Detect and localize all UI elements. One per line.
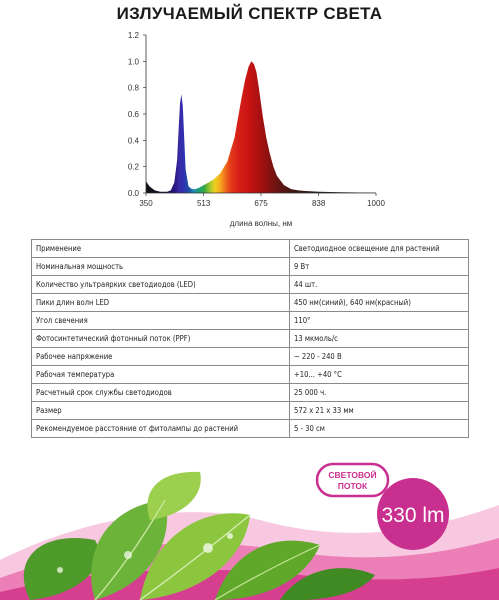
spec-label: Количество ультраярких светодиодов (LED) [31,275,290,294]
spec-label: Пики длин волн LED [31,293,290,312]
table-row: Фотосинтетический фотонный поток (PPF) 13… [31,329,469,348]
water-drop [124,551,132,559]
spec-value: 450 нм(синий), 640 нм(красный) [289,293,469,312]
badge-value: 330 lm [381,504,444,527]
y-tick-label: 1.0 [128,57,140,66]
specs-table: Применение Светодиодное освещение для рас… [31,239,469,438]
table-row: Размер 572 x 21 x 33 мм [31,401,469,420]
table-row: Пики длин волн LED 450 нм(синий), 640 нм(… [31,293,469,312]
y-tick-label: 0.2 [128,163,140,172]
y-tick-label: 0.6 [128,110,140,119]
y-tick-label: 0.8 [128,84,140,93]
y-tick-label: 0.0 [128,189,140,198]
water-drop [57,567,63,573]
spec-value: 25 000 ч. [289,383,469,402]
spectrum-chart: 0.0 0.2 0.4 0.6 0.8 1.0 1.2 350 513 675 838 1000 д… [128,31,386,228]
badge-label-line2: ПОТОК [338,481,368,491]
spec-value: 572 x 21 x 33 мм [289,401,469,420]
x-tick-label: 1000 [367,199,385,208]
leaf-icon [91,500,168,600]
x-tick-label: 838 [312,199,326,208]
page-title: ИЗЛУЧАЕМЫЙ СПЕКТР СВЕТА [116,4,383,23]
x-tick-label: 350 [139,199,153,208]
spectrum-area [146,61,376,193]
table-row: Расчетный срок службы светодиодов 25 000 … [31,383,469,402]
table-row: Рабочая температура +10... +40 °С [31,365,469,384]
water-drop [203,543,213,553]
table-row: Номинальная мощность 9 Вт [31,257,469,276]
table-row: Количество ультраярких светодиодов (LED)… [31,275,469,294]
leaf-icon [140,513,250,600]
spec-value: 44 шт. [289,275,469,294]
x-axis-label: длина волны, нм [230,219,293,228]
spec-label: Номинальная мощность [31,257,290,276]
table-row: Рекомендуемое расстояние от фитолампы до… [31,419,469,438]
spec-label: Применение [31,239,290,258]
spec-label: Рабочее напряжение [31,347,290,366]
spec-label: Рабочая температура [31,365,290,384]
spec-value: ~ 220 - 240 В [289,347,469,366]
leaf-icon [280,568,375,600]
spec-value: Светодиодное освещение для растений [289,239,469,258]
spec-label: Рекомендуемое расстояние от фитолампы до… [31,419,290,438]
table-row: Рабочее напряжение ~ 220 - 240 В [31,347,469,366]
spec-value: 13 мкмоль/с [289,329,469,348]
spec-label: Фотосинтетический фотонный поток (PPF) [31,329,290,348]
spec-label: Размер [31,401,290,420]
luminous-flux-badge: СВЕТОВОЙ ПОТОК 330 lm [315,462,449,550]
badge-label-box [315,462,390,498]
spec-label: Расчетный срок службы светодиодов [31,383,290,402]
spec-value: 110° [289,311,469,330]
badge-label-line1: СВЕТОВОЙ [328,469,376,480]
badge-value-circle [377,478,449,550]
x-tick-label: 513 [197,199,211,208]
water-drop [227,533,233,539]
spec-value: 5 - 30 см [289,419,469,438]
spec-value: 9 Вт [289,257,469,276]
spec-value: +10... +40 °С [289,365,469,384]
decor-area: СВЕТОВОЙ ПОТОК 330 lm [0,462,499,600]
table-row: Угол свечения 110° [31,311,469,330]
leaves-cluster [23,471,375,600]
y-tick-label: 0.4 [128,136,140,145]
x-tick-label: 675 [254,199,268,208]
spec-label: Угол свечения [31,311,290,330]
table-row: Применение Светодиодное освещение для рас… [31,239,469,258]
y-tick-label: 1.2 [128,31,140,40]
